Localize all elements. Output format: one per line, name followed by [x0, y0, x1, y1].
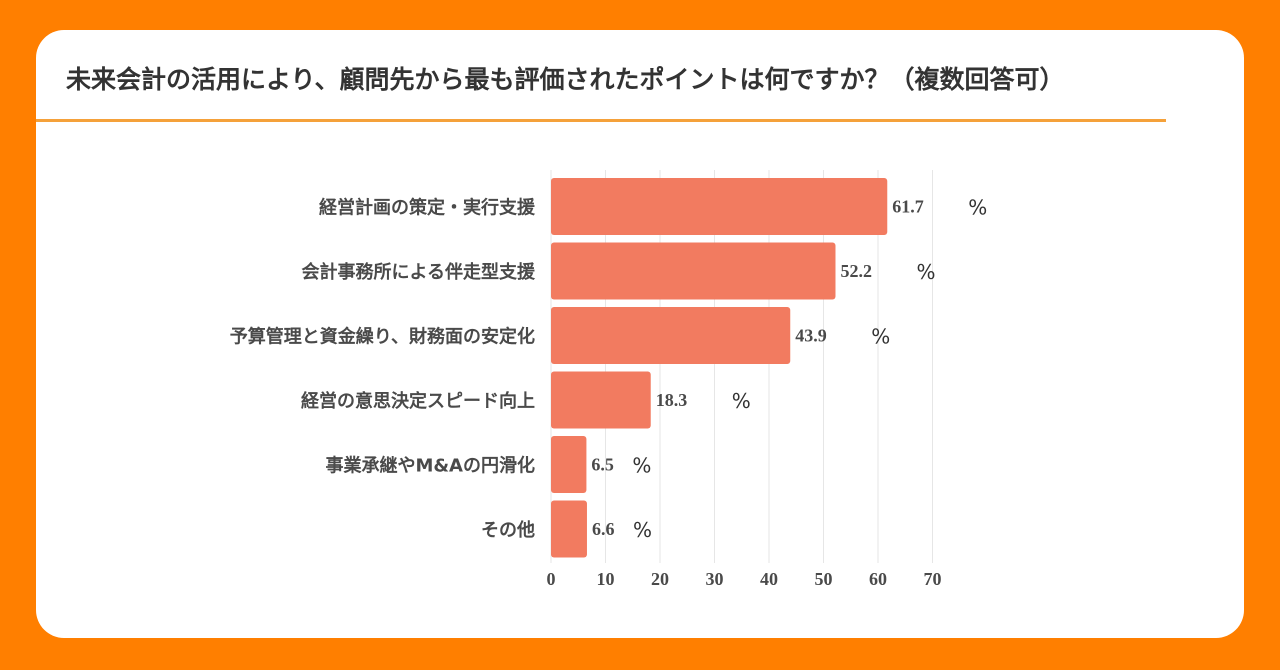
bar-chart: 0 10 20 30 40 50 60 70 経営計画の策定・実行支援 61.7 % 会計事務所による…	[230, 170, 987, 589]
x-tick-label: 30	[706, 569, 724, 589]
bar	[551, 307, 791, 364]
bar	[551, 436, 587, 493]
percent-label: %	[633, 518, 652, 542]
chart-title: 未来会計の活用により、顧問先から最も評価されたポイントは何ですか？（複数回答可）	[66, 65, 1065, 94]
x-tick-label: 20	[651, 569, 669, 589]
value-label: 52.2	[840, 261, 872, 281]
category-label: 経営計画の策定・実行支援	[319, 197, 536, 219]
value-label: 18.3	[656, 390, 688, 410]
x-tick-label: 10	[597, 569, 615, 589]
x-tick-label: 50	[815, 569, 833, 589]
category-label: 会計事務所による伴走型支援	[302, 261, 536, 283]
value-label: 6.5	[591, 455, 614, 475]
x-tick-label: 40	[760, 569, 778, 589]
bar	[551, 371, 651, 429]
chart-card: 未来会計の活用により、顧問先から最も評価されたポイントは何ですか？（複数回答可）…	[36, 30, 1244, 638]
bar	[551, 242, 836, 300]
title-underline	[36, 119, 1166, 122]
value-label: 6.6	[592, 519, 615, 539]
bar	[551, 500, 587, 558]
percent-label: %	[916, 260, 935, 284]
category-label: その他	[481, 519, 535, 541]
bar	[551, 178, 888, 235]
percent-label: %	[968, 196, 987, 220]
x-tick-label: 0	[547, 569, 556, 589]
percent-label: %	[632, 454, 651, 478]
category-label: 経営の意思決定スピード向上	[301, 390, 535, 412]
category-label: 事業承継やM&Aの円滑化	[325, 455, 535, 477]
x-tick-label: 60	[869, 569, 887, 589]
percent-label: %	[732, 389, 751, 413]
percent-label: %	[871, 325, 890, 349]
category-label: 予算管理と資金繰り、財務面の安定化	[230, 326, 535, 348]
value-label: 61.7	[892, 197, 924, 217]
x-tick-label: 70	[924, 569, 942, 589]
value-label: 43.9	[795, 326, 827, 346]
